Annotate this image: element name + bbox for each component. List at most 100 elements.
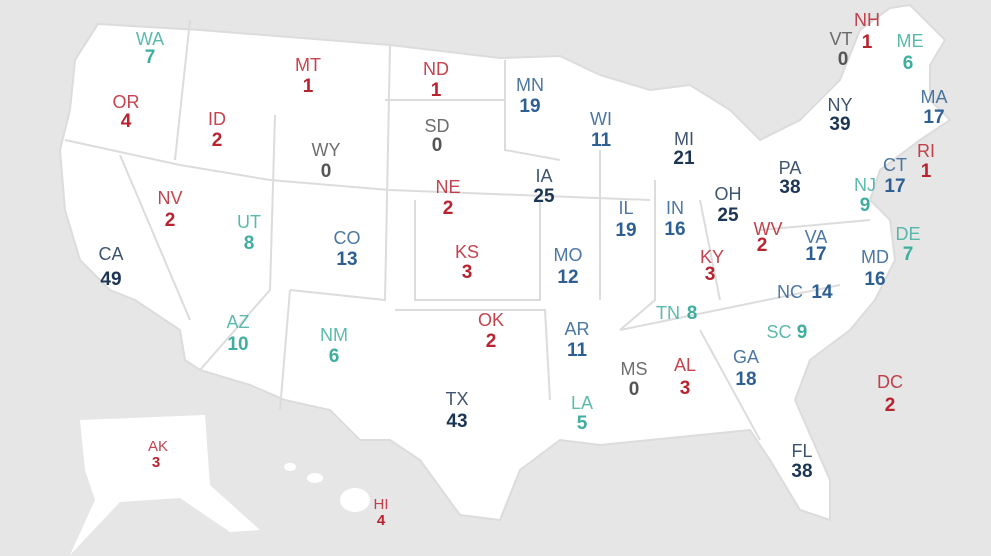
state-abbr: FL	[791, 441, 812, 461]
state-value: 6	[903, 53, 914, 74]
state-value: 11	[567, 340, 588, 361]
state-abbr: WV	[754, 219, 783, 239]
state-value: 5	[577, 413, 588, 434]
state-abbr: DE	[895, 224, 920, 244]
state-abbr: AL	[674, 355, 696, 375]
state-abbr: ME	[897, 31, 924, 51]
state-abbr: NV	[157, 188, 182, 208]
state-abbr: IN	[666, 198, 684, 218]
state-value: 7	[903, 244, 914, 265]
state-abbr: NM	[320, 325, 348, 345]
state-value: 17	[805, 244, 826, 265]
state-abbr: OH	[715, 184, 742, 204]
state-abbr: WI	[590, 109, 612, 129]
state-abbr: TX	[445, 389, 468, 409]
state-value: 21	[673, 148, 695, 169]
state-abbr: MN	[516, 75, 544, 95]
state-abbr: MI	[674, 129, 694, 149]
state-abbr: WY	[312, 140, 341, 160]
hawaii	[284, 463, 296, 471]
state-abbr: IA	[535, 166, 552, 186]
state-value: 8	[244, 233, 255, 254]
state-abbr: UT	[237, 212, 261, 232]
state-value: 13	[336, 249, 357, 270]
state-abbr: NJ	[854, 175, 876, 195]
state-abbr: MD	[861, 247, 889, 267]
state-borders	[64, 19, 871, 441]
state-abbr: AK	[148, 438, 168, 455]
state-abbr: OR	[113, 92, 140, 112]
state-value: 25	[717, 205, 739, 226]
hawaii	[307, 473, 323, 483]
state-abbr: NC	[777, 282, 803, 302]
state-value: 2	[757, 235, 768, 256]
state-abbr: PA	[779, 158, 802, 178]
state-value: 0	[838, 49, 849, 70]
state-value: 3	[705, 264, 716, 285]
state-value: 17	[923, 107, 944, 128]
hawaii	[340, 488, 370, 512]
state-value: 2	[885, 395, 896, 416]
state-value: 19	[519, 96, 540, 117]
alaska	[70, 415, 260, 555]
state-value: 4	[121, 111, 132, 132]
state-value: 25	[533, 186, 555, 207]
state-abbr: SD	[424, 116, 449, 136]
state-value: 49	[100, 269, 121, 290]
state-abbr: HI	[374, 496, 389, 513]
state-value: 3	[152, 454, 160, 471]
state-value: 0	[321, 161, 332, 182]
state-abbr: IL	[618, 198, 633, 218]
state-abbr: CA	[98, 244, 123, 264]
state-abbr: VT	[829, 29, 852, 49]
state-value: 1	[862, 32, 873, 53]
state-value: 10	[227, 334, 248, 355]
state-abbr: NH	[854, 10, 880, 30]
state-value: 9	[797, 322, 808, 343]
state-value: 19	[615, 220, 636, 241]
state-value: 43	[446, 411, 467, 432]
state-value: 0	[432, 135, 443, 156]
state-abbr: KY	[700, 247, 724, 267]
state-value: 1	[303, 76, 314, 97]
state-abbr: MA	[921, 87, 948, 107]
state-value: 3	[680, 378, 691, 399]
state-value: 2	[486, 331, 497, 352]
state-abbr: MS	[621, 359, 648, 379]
state-value: 8	[687, 303, 698, 324]
state-value: 38	[791, 461, 812, 482]
state-value: 2	[212, 130, 223, 151]
state-abbr: CO	[334, 228, 361, 248]
state-abbr: KS	[455, 242, 479, 262]
state-value: 9	[860, 195, 871, 216]
state-abbr: NY	[827, 95, 852, 115]
state-abbr: TN	[656, 303, 680, 323]
state-value: 11	[591, 130, 612, 151]
state-abbr: GA	[733, 347, 759, 367]
state-abbr: MT	[295, 55, 321, 75]
state-value: 1	[431, 80, 442, 101]
state-abbr: AZ	[226, 312, 249, 332]
state-value: 7	[145, 47, 156, 68]
state-value: 6	[329, 346, 340, 367]
state-abbr: SC	[766, 322, 791, 342]
state-abbr: MO	[554, 245, 583, 265]
state-abbr: DC	[877, 372, 903, 392]
state-value: 3	[462, 262, 473, 283]
state-value: 18	[735, 369, 756, 390]
state-abbr: RI	[917, 141, 935, 161]
state-abbr: ND	[423, 59, 449, 79]
state-value: 17	[884, 176, 905, 197]
state-value: 2	[165, 210, 176, 231]
state-abbr: ID	[208, 109, 226, 129]
state-value: 1	[921, 161, 932, 182]
state-value: 4	[377, 512, 386, 529]
state-value: 38	[779, 177, 800, 198]
state-abbr: CT	[883, 155, 907, 175]
state-value: 16	[664, 219, 685, 240]
state-abbr: AR	[564, 319, 589, 339]
state-abbr: OK	[478, 310, 504, 330]
state-abbr: WA	[136, 29, 164, 49]
